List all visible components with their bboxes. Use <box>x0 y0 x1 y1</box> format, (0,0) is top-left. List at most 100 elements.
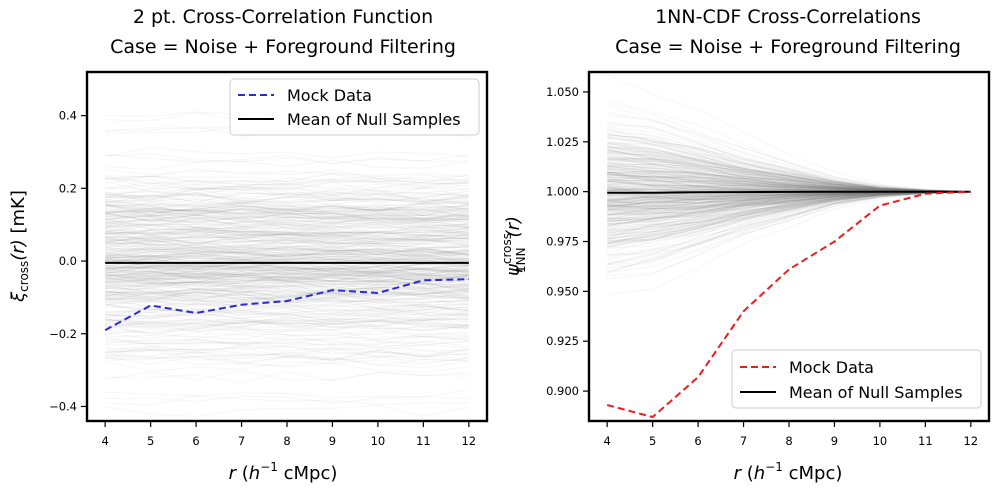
null-sample-line <box>607 191 971 243</box>
null-sample-line <box>607 142 971 193</box>
left-xlabel-var: r <box>229 463 238 484</box>
null-sample-line <box>607 142 971 193</box>
null-sample-line <box>105 213 469 223</box>
null-sample-line <box>105 274 469 287</box>
null-sample-line <box>607 102 971 193</box>
null-sample-line <box>105 349 469 361</box>
null-sample-line <box>105 272 469 283</box>
null-sample-line <box>105 210 469 221</box>
null-sample-line <box>105 201 469 212</box>
null-sample-line <box>607 129 971 193</box>
null-sample-line <box>105 248 469 258</box>
null-sample-line <box>105 395 469 404</box>
null-sample-line <box>607 154 971 193</box>
null-sample-line <box>105 279 469 290</box>
null-sample-line <box>607 133 971 193</box>
null-sample-line <box>607 140 971 193</box>
null-sample-line <box>105 197 469 208</box>
null-sample-line <box>105 204 469 216</box>
null-sample-line <box>607 191 971 218</box>
null-sample-line <box>105 258 469 270</box>
null-sample-line <box>607 191 971 222</box>
null-sample-line <box>105 270 469 283</box>
null-sample-line <box>105 231 469 243</box>
null-sample-line <box>105 294 469 306</box>
null-sample-line <box>607 191 971 222</box>
null-sample-line <box>105 246 469 259</box>
null-sample-line <box>105 169 469 179</box>
null-sample-line <box>607 191 971 244</box>
null-sample-line <box>105 255 469 264</box>
null-sample-line <box>105 319 469 331</box>
null-sample-line <box>105 211 469 224</box>
null-sample-line <box>607 158 971 193</box>
null-sample-line <box>105 242 469 253</box>
null-sample-line <box>607 147 971 193</box>
null-sample-line <box>105 209 469 222</box>
null-sample-line <box>105 177 469 189</box>
null-sample-line <box>607 143 971 193</box>
null-sample-line <box>607 146 971 193</box>
x-tick-label: 10 <box>873 434 888 448</box>
y-tick-label: 0.0 <box>59 254 77 268</box>
null-sample-line <box>105 329 469 342</box>
null-sample-line <box>105 243 469 256</box>
null-sample-line <box>607 149 971 193</box>
null-sample-line <box>105 305 469 316</box>
right-x-axis-label: r (h−1 cMpc) <box>734 460 843 484</box>
null-sample-line <box>105 224 469 237</box>
null-sample-line <box>105 201 469 213</box>
null-sample-line <box>105 215 469 227</box>
null-sample-line <box>105 273 469 284</box>
null-sample-line <box>105 214 469 228</box>
null-sample-line <box>105 272 469 282</box>
null-sample-line <box>105 265 469 276</box>
null-sample-line <box>105 330 469 341</box>
null-sample-line <box>105 303 469 314</box>
null-sample-line <box>105 220 469 233</box>
null-sample-line <box>607 191 971 233</box>
null-sample-line <box>105 265 469 279</box>
null-sample-line <box>105 211 469 221</box>
null-sample-line <box>105 304 469 316</box>
null-sample-line <box>105 217 469 229</box>
null-sample-line <box>105 252 469 262</box>
null-sample-line <box>105 225 469 237</box>
null-sample-line <box>105 260 469 273</box>
null-sample-line <box>105 269 469 280</box>
left-ylabel-arg: (r) <box>8 239 29 260</box>
null-sample-line <box>105 233 469 245</box>
null-sample-line <box>105 219 469 231</box>
null-sample-line <box>105 227 469 240</box>
null-sample-line <box>105 201 469 215</box>
null-sample-line <box>607 162 971 193</box>
null-sample-line <box>607 159 971 193</box>
null-sample-line <box>105 268 469 278</box>
null-sample-line <box>105 389 469 399</box>
null-sample-line <box>607 191 971 231</box>
null-sample-line <box>105 217 469 229</box>
null-sample-line <box>105 203 469 213</box>
left-ylabel-xi: ξ <box>8 291 29 303</box>
null-sample-line <box>105 282 469 290</box>
null-sample-line <box>105 299 469 312</box>
null-sample-line <box>105 316 469 327</box>
null-sample-line <box>607 146 971 193</box>
null-sample-line <box>105 192 469 205</box>
y-tick-label: 0.4 <box>59 109 77 123</box>
null-sample-line <box>105 265 469 277</box>
null-sample-line <box>105 186 469 198</box>
null-sample-line <box>607 191 971 230</box>
null-sample-line <box>105 245 469 256</box>
null-sample-line <box>105 338 469 349</box>
null-sample-line <box>607 158 971 193</box>
null-sample-line <box>607 157 971 193</box>
left-ylabel-unit: [mK] <box>8 190 29 239</box>
left-y-axis-label: ξcross(r) [mK] <box>8 190 31 303</box>
null-sample-line <box>105 278 469 288</box>
null-sample-line <box>105 287 469 299</box>
null-sample-line <box>105 267 469 280</box>
null-sample-line <box>105 285 469 297</box>
null-sample-line <box>105 264 469 276</box>
null-sample-line <box>105 259 469 270</box>
